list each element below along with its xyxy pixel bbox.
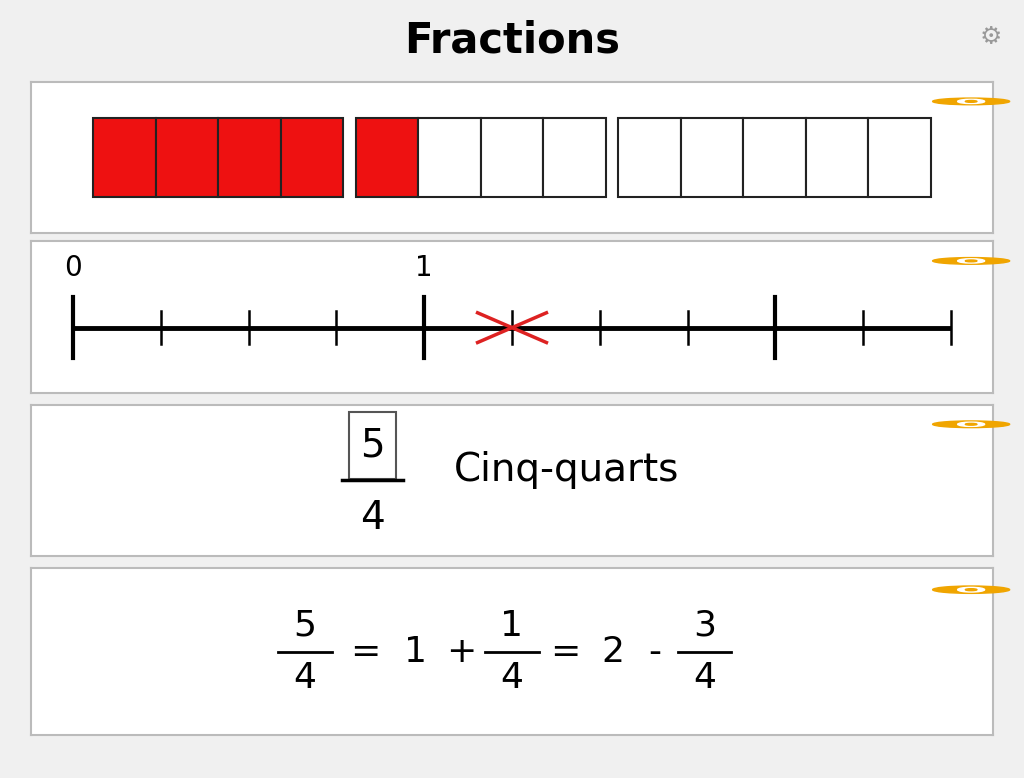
Text: Fractions: Fractions	[404, 19, 620, 61]
Bar	[156, 118, 218, 197]
Text: 4: 4	[693, 661, 716, 695]
Circle shape	[966, 260, 977, 262]
Bar	[618, 118, 681, 197]
Text: 2: 2	[601, 635, 625, 668]
Text: Cinq-quarts: Cinq-quarts	[455, 450, 680, 489]
Ellipse shape	[933, 421, 1010, 428]
Circle shape	[957, 422, 985, 426]
Bar	[355, 118, 418, 197]
Ellipse shape	[933, 98, 1010, 105]
Bar	[681, 118, 743, 197]
Circle shape	[957, 100, 985, 103]
Bar	[349, 412, 395, 479]
Text: 4: 4	[501, 661, 523, 695]
Text: 1: 1	[501, 608, 523, 643]
Bar	[281, 118, 343, 197]
Text: 4: 4	[360, 499, 385, 538]
Bar	[806, 118, 868, 197]
Circle shape	[966, 423, 977, 426]
Bar	[743, 118, 806, 197]
Text: =: =	[550, 635, 581, 668]
Bar	[218, 118, 281, 197]
Text: 0: 0	[65, 254, 82, 282]
Bar	[480, 118, 544, 197]
Text: ⚙: ⚙	[980, 25, 1002, 49]
Bar	[868, 118, 931, 197]
Circle shape	[957, 587, 985, 592]
Text: 1: 1	[416, 254, 433, 282]
Text: 5: 5	[360, 426, 385, 464]
Text: 5: 5	[294, 608, 316, 643]
Text: 3: 3	[693, 608, 716, 643]
Text: +: +	[445, 635, 476, 668]
Bar	[93, 118, 156, 197]
Text: 1: 1	[404, 635, 427, 668]
Bar	[544, 118, 606, 197]
Text: 4: 4	[294, 661, 316, 695]
Ellipse shape	[933, 258, 1010, 265]
Circle shape	[957, 259, 985, 263]
Text: =: =	[350, 635, 381, 668]
Circle shape	[966, 589, 977, 591]
Circle shape	[966, 100, 977, 103]
Text: -: -	[648, 635, 660, 668]
Ellipse shape	[933, 586, 1010, 594]
Bar	[418, 118, 480, 197]
